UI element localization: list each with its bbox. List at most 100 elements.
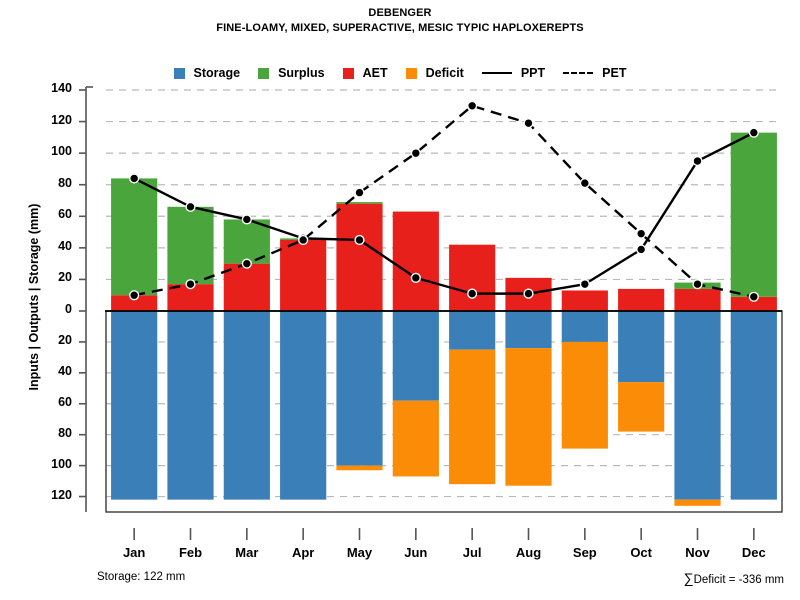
bar-storage-May bbox=[336, 311, 383, 466]
bar-storage-Apr bbox=[280, 311, 327, 500]
legend-label: PET bbox=[602, 66, 627, 80]
deficit-footnote: ∑Deficit = -336 mm bbox=[684, 570, 784, 586]
bar-surplus-Dec bbox=[730, 132, 777, 297]
y-tick-label-neg-60: 60 bbox=[58, 394, 72, 409]
legend-item-aet[interactable]: AET bbox=[342, 66, 388, 80]
ppt-point-Mar bbox=[241, 214, 252, 225]
pet-point-Nov bbox=[692, 279, 703, 290]
x-tick-label-apr: Apr bbox=[291, 545, 315, 560]
pet-point-Feb bbox=[185, 279, 196, 290]
y-tick-label-120: 120 bbox=[51, 112, 72, 127]
legend-label: PPT bbox=[520, 66, 546, 80]
legend-item-surplus[interactable]: Surplus bbox=[258, 66, 325, 80]
bar-deficit-Oct bbox=[618, 382, 665, 432]
bar-deficit-Nov bbox=[674, 499, 721, 506]
legend-swatch-storage-icon bbox=[173, 67, 185, 79]
bar-aet-Jun bbox=[392, 211, 439, 311]
x-tick-label-may: May bbox=[346, 545, 373, 560]
pet-point-Oct bbox=[636, 228, 647, 239]
bar-aet-Jul bbox=[449, 244, 496, 311]
bar-aet-Apr bbox=[280, 239, 327, 311]
pet-point-Jan bbox=[129, 290, 140, 301]
bar-aet-Oct bbox=[618, 288, 665, 311]
bar-storage-Dec bbox=[730, 311, 777, 500]
ppt-point-Jul bbox=[467, 288, 478, 299]
ppt-point-May bbox=[354, 234, 365, 246]
y-tick-label-80: 80 bbox=[58, 175, 72, 190]
bar-deficit-May bbox=[336, 465, 383, 471]
pet-point-Aug bbox=[523, 118, 534, 129]
x-tick-label-jul: Jul bbox=[462, 545, 482, 560]
y-tick-label-neg-120: 120 bbox=[51, 487, 72, 502]
x-tick-label-jun: Jun bbox=[404, 545, 428, 560]
y-tick-label-40: 40 bbox=[58, 238, 72, 253]
y-tick-label-60: 60 bbox=[58, 207, 72, 222]
bar-storage-Nov bbox=[674, 311, 721, 500]
pet-point-Apr bbox=[298, 234, 309, 246]
legend-item-ppt[interactable]: PPT bbox=[481, 66, 546, 80]
ppt-point-Aug bbox=[523, 288, 534, 299]
bar-surplus-May bbox=[336, 202, 383, 204]
x-tick-label-jan: Jan bbox=[122, 545, 146, 560]
pet-point-Sep bbox=[579, 178, 590, 189]
legend-item-pet[interactable]: PET bbox=[563, 66, 626, 80]
bar-aet-Nov bbox=[674, 288, 721, 311]
ppt-point-Nov bbox=[692, 155, 703, 167]
x-tick-label-nov: Nov bbox=[685, 545, 710, 560]
ppt-point-Jun bbox=[410, 272, 421, 283]
ppt-point-Jan bbox=[129, 173, 140, 184]
x-tick-label-dec: Dec bbox=[741, 545, 766, 560]
bar-deficit-Jun bbox=[392, 400, 439, 477]
legend-line-ppt-icon bbox=[481, 72, 512, 74]
legend-label: Surplus bbox=[278, 66, 325, 80]
x-tick-label-mar: Mar bbox=[235, 545, 259, 560]
legend-item-deficit[interactable]: Deficit bbox=[405, 66, 464, 80]
bar-surplus-Feb bbox=[167, 206, 214, 285]
x-tick-label-aug: Aug bbox=[515, 545, 542, 560]
bar-deficit-Jul bbox=[449, 349, 496, 485]
title-line-2: FINE-LOAMY, MIXED, SUPERACTIVE, MESIC TY… bbox=[216, 22, 584, 34]
storage-footnote: Storage: 122 mm bbox=[97, 571, 186, 583]
legend-label: Deficit bbox=[425, 66, 464, 80]
bar-deficit-Sep bbox=[561, 341, 608, 449]
chart-legend: Storage Surplus AET Deficit PPT PET bbox=[0, 66, 800, 80]
y-tick-label-140: 140 bbox=[51, 81, 72, 95]
bar-deficit-Aug bbox=[505, 348, 552, 486]
ppt-point-Oct bbox=[636, 244, 647, 255]
bar-aet-Sep bbox=[561, 290, 608, 311]
pet-point-Dec bbox=[748, 291, 759, 302]
x-tick-label-feb: Feb bbox=[178, 545, 203, 560]
legend-item-storage[interactable]: Storage bbox=[173, 66, 241, 80]
y-tick-label-20: 20 bbox=[58, 270, 72, 285]
bar-storage-Feb bbox=[167, 311, 214, 500]
bar-aet-Mar bbox=[223, 263, 270, 311]
legend-label: AET bbox=[362, 66, 388, 80]
bar-storage-Jun bbox=[392, 311, 439, 401]
ppt-point-Sep bbox=[579, 279, 590, 290]
y-axis-label: Inputs | Outputs | Storage (mm) bbox=[27, 203, 41, 391]
y-tick-label-0: 0 bbox=[65, 302, 72, 316]
bar-storage-Aug bbox=[505, 311, 552, 349]
legend-line-pet-icon bbox=[563, 72, 594, 74]
x-tick-label-oct: Oct bbox=[630, 545, 652, 560]
ppt-line bbox=[133, 131, 755, 295]
bar-storage-Mar bbox=[223, 311, 270, 500]
chart-title: DEBENGER FINE-LOAMY, MIXED, SUPERACTIVE,… bbox=[0, 6, 800, 36]
bar-aet-May bbox=[336, 203, 383, 311]
bar-surplus-Jan bbox=[111, 178, 158, 296]
legend-label: Storage bbox=[193, 66, 241, 80]
legend-swatch-aet-icon bbox=[342, 67, 354, 79]
y-tick-label-neg-20: 20 bbox=[58, 332, 72, 347]
pet-point-Jul bbox=[467, 100, 478, 111]
pet-point-Mar bbox=[241, 258, 252, 269]
x-tick-label-sep: Sep bbox=[572, 545, 597, 560]
y-tick-label-100: 100 bbox=[51, 144, 72, 159]
y-tick-label-neg-80: 80 bbox=[58, 425, 72, 440]
bar-storage-Sep bbox=[561, 311, 608, 342]
title-line-1: DEBENGER bbox=[368, 7, 432, 19]
pet-point-May bbox=[354, 187, 365, 198]
bar-storage-Jan bbox=[111, 311, 158, 500]
ppt-point-Feb bbox=[185, 201, 196, 212]
